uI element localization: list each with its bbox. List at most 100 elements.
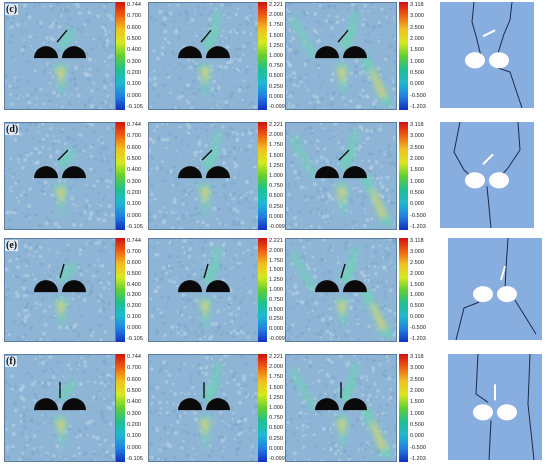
- colorbar-tick-label: 0.400: [127, 281, 141, 288]
- colorbar-tick-label: 1.000: [269, 173, 283, 179]
- colorbar-tick-label: -1.203: [410, 104, 426, 110]
- contour-plot: [284, 120, 398, 232]
- colorbar-tick-label: 0.600: [127, 376, 141, 383]
- colorbar-tick-label: 0.000: [127, 212, 141, 219]
- colorbar-tick-label: 0.100: [127, 201, 141, 208]
- tunnel-left: [315, 166, 339, 179]
- tunnel-left: [178, 280, 202, 293]
- colorbar-tick-label: 1.500: [410, 167, 424, 174]
- row-label: (c): [5, 4, 19, 15]
- colorbar-tick-label: 0.100: [127, 433, 141, 440]
- tunnel-right: [343, 398, 367, 411]
- colorbar-tick-label: 1.000: [410, 410, 424, 417]
- figure-row-1: 0.744 0.700 0.600 0.500 0.400 0.300 0.200 0.100…: [0, 119, 550, 235]
- colorbar-tick-label: 0.700: [127, 13, 141, 20]
- colorbar-tick-label: 1.500: [269, 32, 283, 39]
- contour-panel-2-0: [2, 237, 117, 347]
- colorbar-tick-label: 1.500: [410, 399, 424, 406]
- opening-right: [489, 172, 509, 189]
- contour-panel-3-0: [2, 352, 118, 467]
- crack-line: [504, 237, 509, 291]
- colorbar-tick-label: -1.203: [410, 456, 426, 462]
- crack-line: [527, 353, 535, 461]
- colorbar-tick-label: -0.105: [127, 104, 143, 110]
- colorbar-tick-label: 2.000: [410, 156, 424, 162]
- crack-sketch-2: [448, 237, 542, 344]
- tunnel-left: [178, 46, 202, 59]
- colorbar-tick-labels: 0.744 0.700 0.600 0.500 0.400 0.300 0.200 0.100…: [127, 354, 153, 462]
- colorbar-tick-label: 0.200: [127, 303, 141, 310]
- colorbar-tick-label: 0.300: [127, 410, 141, 417]
- colorbar-tick-label: 2.000: [269, 364, 283, 371]
- tunnel-right: [343, 46, 367, 59]
- tunnel-left: [34, 166, 58, 179]
- colorbar-0-0: [116, 2, 125, 110]
- contour-plot: [2, 237, 117, 343]
- colorbar-2-2: [399, 238, 408, 342]
- colorbar-tick-label: 0.200: [127, 70, 141, 76]
- tunnel-left: [315, 280, 339, 293]
- colorbar-tick-label: 3.118: [410, 122, 424, 128]
- crack-line: [475, 353, 489, 403]
- colorbar-tick-labels: 0.744 0.700 0.600 0.500 0.400 0.300 0.200 0.100…: [127, 2, 153, 110]
- colorbar-tick-label: 1.000: [410, 58, 424, 65]
- colorbar-tick-label: 2.000: [269, 12, 283, 19]
- crack-line: [453, 121, 474, 179]
- tunnel-right: [206, 280, 230, 293]
- colorbar-tick-label: 1.000: [410, 292, 424, 299]
- colorbar-tick-label: 0.700: [127, 248, 141, 255]
- contour-panel-3-2: [283, 352, 399, 467]
- colorbar-tick-label: 0.000: [410, 81, 424, 88]
- colorbar-tick-label: 1.750: [269, 22, 283, 29]
- pre-existing-flaw: [201, 149, 213, 161]
- colorbar-tick-label: -0.500: [410, 444, 426, 451]
- colorbar-tick-label: 0.000: [269, 326, 283, 333]
- colorbar-tick-label: 2.221: [269, 238, 283, 244]
- colorbar-tick-label: 0.744: [127, 122, 141, 128]
- contour-plot: [146, 121, 261, 232]
- contour-panel-3-1: [147, 352, 262, 467]
- colorbar-tick-label: 0.750: [269, 415, 283, 422]
- crack-line: [496, 1, 513, 57]
- colorbar-tick-label: 1.500: [269, 152, 283, 159]
- colorbar-tick-labels: 3.118 3.000 2.500 2.000 1.500 1.000 0.500 0.000…: [410, 122, 436, 230]
- tunnel-right: [62, 46, 86, 59]
- colorbar-tick-label: -0.099: [269, 456, 285, 462]
- pre-existing-flaw: [200, 29, 212, 43]
- colorbar-tick-labels: 0.744 0.700 0.600 0.500 0.400 0.300 0.200 0.100…: [127, 122, 153, 230]
- colorbar-tick-label: -0.099: [269, 104, 285, 110]
- opening-left: [465, 52, 485, 69]
- figure-row-3: 0.744 0.700 0.600 0.500 0.400 0.300 0.200 0.100…: [0, 352, 550, 467]
- opening-left: [473, 404, 493, 421]
- colorbar-tick-label: 2.000: [410, 388, 424, 394]
- opening-right: [489, 52, 509, 69]
- colorbar-tick-label: 0.400: [127, 47, 141, 54]
- colorbar-tick-labels: 2.221 2.000 1.750 1.500 1.250 1.000 0.750 0.500…: [269, 354, 295, 462]
- colorbar-tick-label: 1.250: [269, 162, 283, 169]
- crack-line: [455, 301, 480, 341]
- colorbar-tick-label: 3.000: [410, 13, 424, 20]
- contour-plot: [146, 238, 261, 343]
- colorbar-tick-label: -0.099: [269, 224, 285, 230]
- colorbar-tick-label: 3.000: [410, 365, 424, 372]
- colorbar-tick-label: 0.000: [269, 445, 283, 452]
- crack-line: [471, 1, 482, 57]
- tunnel-right: [62, 280, 86, 293]
- row-label: (e): [5, 240, 19, 251]
- tunnel-left: [34, 280, 58, 293]
- contour-panel-0-2: [284, 0, 398, 115]
- colorbar-tick-label: 0.500: [127, 270, 141, 277]
- colorbar-tick-label: 2.500: [410, 24, 424, 31]
- colorbar-tick-label: 0.000: [127, 444, 141, 451]
- contour-panel-2-1: [146, 238, 261, 347]
- colorbar-tick-label: 3.118: [410, 2, 424, 8]
- contour-panel-1-1: [146, 121, 261, 235]
- pre-existing-flaw: [59, 263, 65, 279]
- colorbar-tick-label: -0.500: [410, 92, 426, 99]
- opening-left: [473, 286, 493, 303]
- colorbar-tick-label: 2.500: [410, 144, 424, 151]
- colorbar-3-2: [399, 354, 408, 462]
- colorbar-tick-label: 1.250: [269, 42, 283, 49]
- crack-line: [514, 299, 537, 335]
- colorbar-tick-label: 3.000: [410, 133, 424, 140]
